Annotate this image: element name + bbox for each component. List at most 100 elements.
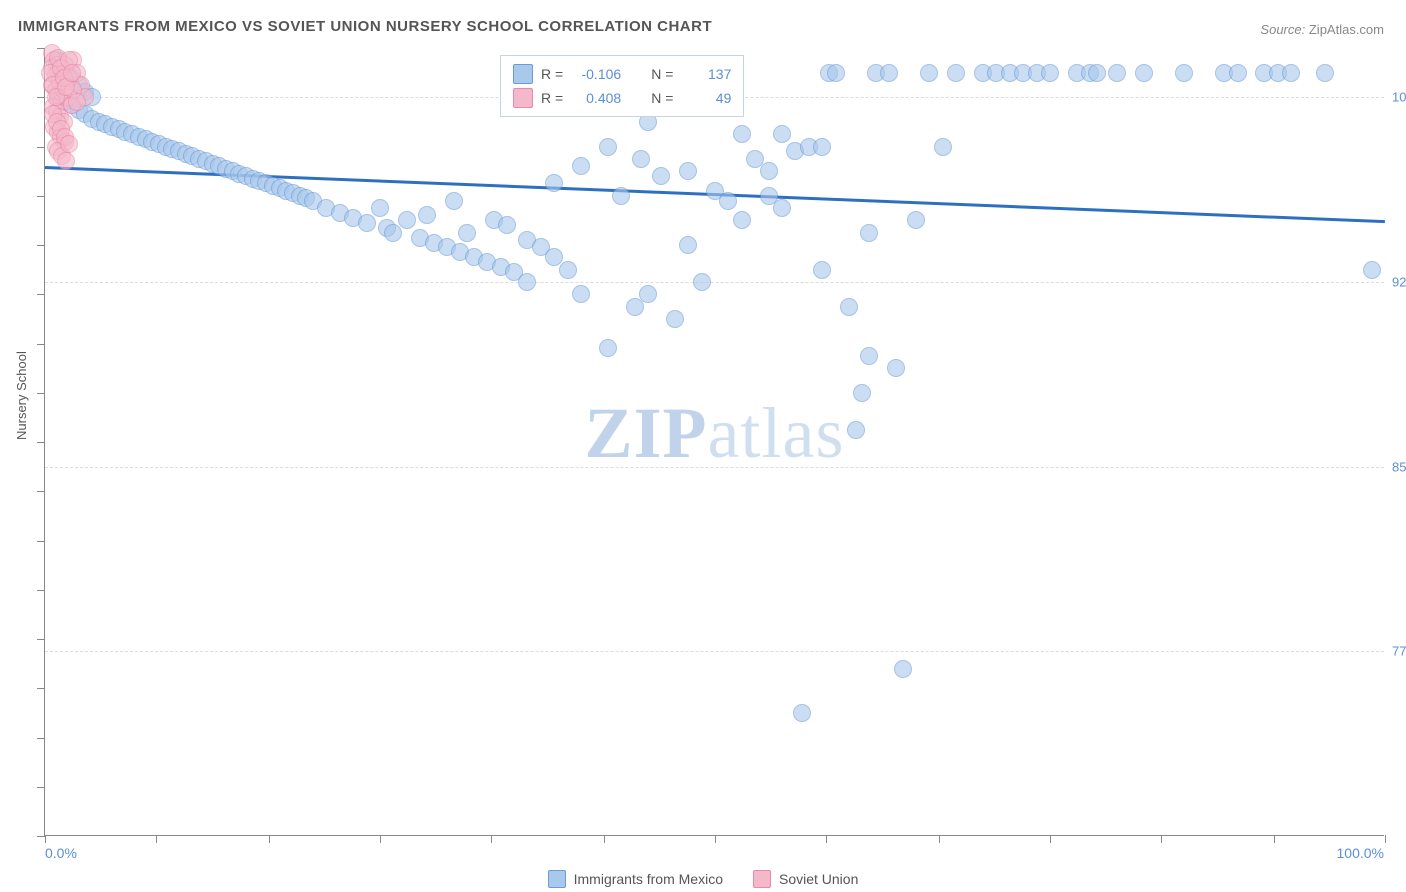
data-point bbox=[847, 421, 865, 439]
gridline bbox=[45, 467, 1384, 468]
x-tick bbox=[1385, 835, 1386, 843]
source-attribution: Source: ZipAtlas.com bbox=[1260, 22, 1384, 37]
y-tick bbox=[37, 836, 45, 837]
gridline bbox=[45, 282, 1384, 283]
stats-row-soviet: R = 0.408 N = 49 bbox=[513, 86, 731, 110]
data-point bbox=[445, 192, 463, 210]
x-axis-max-label: 100.0% bbox=[1337, 845, 1384, 861]
soviet-label: Soviet Union bbox=[779, 871, 858, 887]
watermark-rest: atlas bbox=[708, 393, 845, 473]
data-point bbox=[860, 224, 878, 242]
mexico-swatch bbox=[513, 64, 533, 84]
data-point bbox=[572, 157, 590, 175]
chart-title: IMMIGRANTS FROM MEXICO VS SOVIET UNION N… bbox=[18, 18, 712, 35]
x-tick bbox=[826, 835, 827, 843]
data-point bbox=[733, 125, 751, 143]
data-point bbox=[1229, 64, 1247, 82]
stats-row-mexico: R = -0.106 N = 137 bbox=[513, 62, 731, 86]
data-point bbox=[693, 273, 711, 291]
x-tick bbox=[1274, 835, 1275, 843]
data-point bbox=[679, 236, 697, 254]
x-tick bbox=[269, 835, 270, 843]
data-point bbox=[1175, 64, 1193, 82]
y-tick bbox=[37, 639, 45, 640]
y-tick bbox=[37, 442, 45, 443]
data-point bbox=[68, 93, 86, 111]
data-point bbox=[1041, 64, 1059, 82]
legend-item-soviet: Soviet Union bbox=[753, 870, 858, 888]
data-point bbox=[947, 64, 965, 82]
x-tick bbox=[715, 835, 716, 843]
data-point bbox=[458, 224, 476, 242]
stats-legend: R = -0.106 N = 137 R = 0.408 N = 49 bbox=[500, 55, 744, 117]
data-point bbox=[612, 187, 630, 205]
source-value: ZipAtlas.com bbox=[1309, 22, 1384, 37]
mexico-swatch bbox=[548, 870, 566, 888]
data-point bbox=[666, 310, 684, 328]
mexico-r-value: -0.106 bbox=[571, 66, 621, 82]
data-point bbox=[827, 64, 845, 82]
data-point bbox=[632, 150, 650, 168]
data-point bbox=[559, 261, 577, 279]
x-tick bbox=[1161, 835, 1162, 843]
data-point bbox=[887, 359, 905, 377]
data-point bbox=[860, 347, 878, 365]
y-tick bbox=[37, 196, 45, 197]
n-label: N = bbox=[651, 66, 673, 82]
x-tick bbox=[380, 835, 381, 843]
data-point bbox=[599, 339, 617, 357]
y-tick-label: 100.0% bbox=[1392, 90, 1406, 105]
data-point bbox=[894, 660, 912, 678]
y-tick bbox=[37, 393, 45, 394]
data-point bbox=[57, 152, 75, 170]
data-point bbox=[853, 384, 871, 402]
y-tick-label: 92.5% bbox=[1392, 274, 1406, 289]
soviet-r-value: 0.408 bbox=[571, 90, 621, 106]
x-tick bbox=[491, 835, 492, 843]
y-tick bbox=[37, 491, 45, 492]
data-point bbox=[1363, 261, 1381, 279]
y-tick bbox=[37, 97, 45, 98]
data-point bbox=[652, 167, 670, 185]
data-point bbox=[1282, 64, 1300, 82]
soviet-swatch bbox=[753, 870, 771, 888]
data-point bbox=[518, 273, 536, 291]
data-point bbox=[1135, 64, 1153, 82]
data-point bbox=[60, 135, 78, 153]
data-point bbox=[418, 206, 436, 224]
y-tick bbox=[37, 147, 45, 148]
data-point bbox=[880, 64, 898, 82]
watermark: ZIPatlas bbox=[585, 392, 845, 475]
data-point bbox=[1316, 64, 1334, 82]
y-axis-title: Nursery School bbox=[14, 351, 29, 440]
data-point bbox=[545, 174, 563, 192]
y-tick bbox=[37, 294, 45, 295]
data-point bbox=[398, 211, 416, 229]
n-label: N = bbox=[651, 90, 673, 106]
source-label: Source: bbox=[1260, 22, 1305, 37]
x-tick bbox=[939, 835, 940, 843]
data-point bbox=[639, 285, 657, 303]
data-point bbox=[358, 214, 376, 232]
data-point bbox=[920, 64, 938, 82]
x-tick bbox=[156, 835, 157, 843]
y-tick-label: 77.5% bbox=[1392, 644, 1406, 659]
data-point bbox=[498, 216, 516, 234]
y-tick bbox=[37, 344, 45, 345]
soviet-swatch bbox=[513, 88, 533, 108]
data-point bbox=[773, 199, 791, 217]
data-point bbox=[793, 704, 811, 722]
mexico-label: Immigrants from Mexico bbox=[574, 871, 723, 887]
x-axis-min-label: 0.0% bbox=[45, 845, 77, 861]
r-label: R = bbox=[541, 66, 563, 82]
data-point bbox=[813, 138, 831, 156]
y-tick bbox=[37, 541, 45, 542]
soviet-n-value: 49 bbox=[681, 90, 731, 106]
data-point bbox=[840, 298, 858, 316]
x-tick bbox=[1050, 835, 1051, 843]
y-tick bbox=[37, 245, 45, 246]
y-tick bbox=[37, 688, 45, 689]
y-tick bbox=[37, 787, 45, 788]
y-tick bbox=[37, 738, 45, 739]
x-tick bbox=[604, 835, 605, 843]
